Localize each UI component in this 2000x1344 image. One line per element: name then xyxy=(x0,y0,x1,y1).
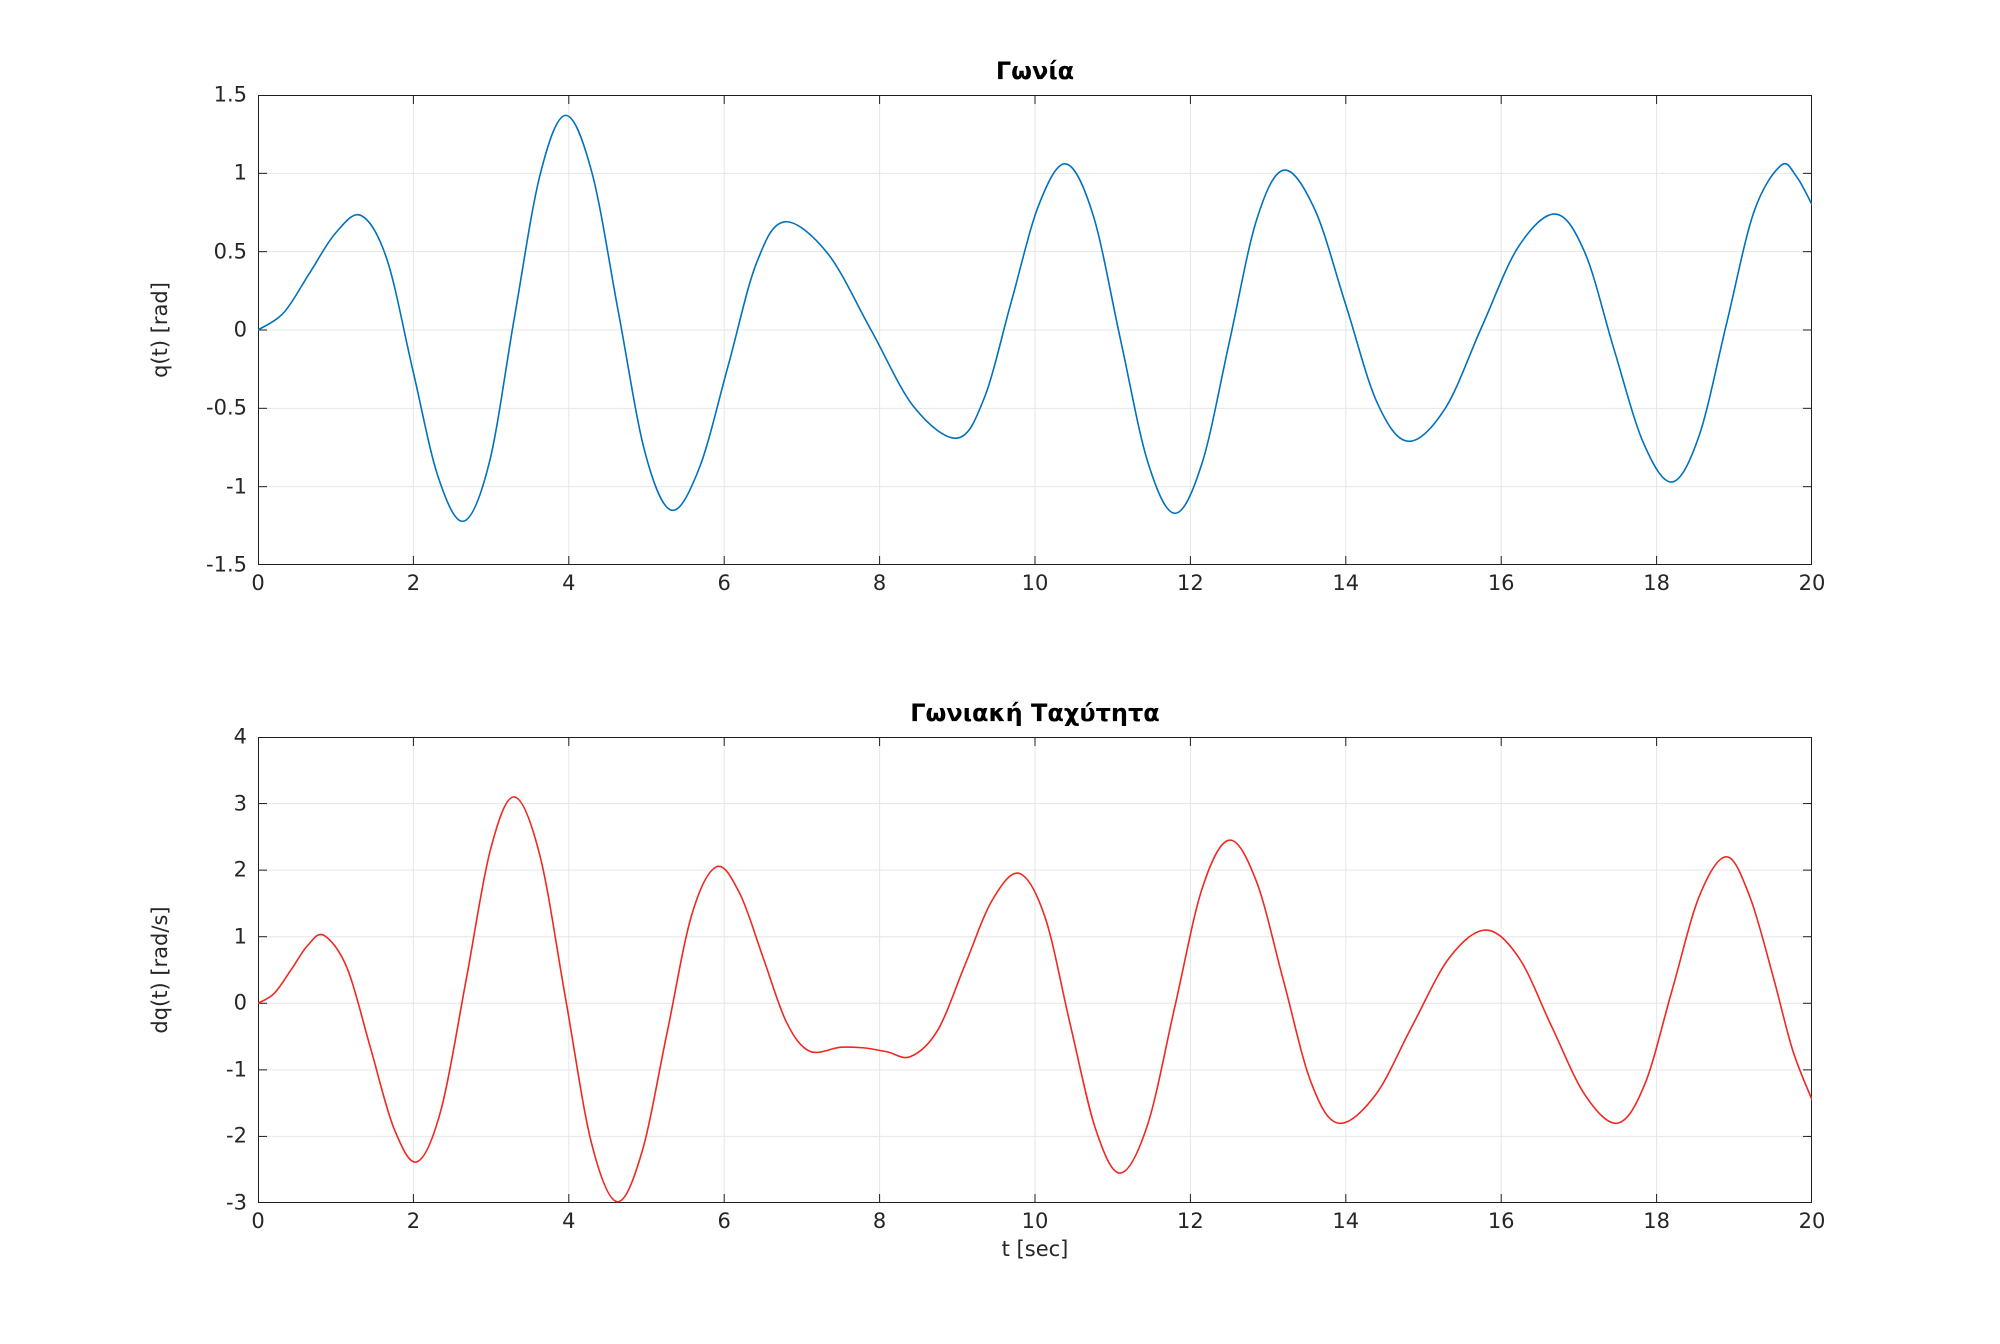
y-tick-label: -1.5 xyxy=(206,552,247,577)
x-tick-label: 12 xyxy=(1177,571,1204,595)
y-tick-label: 1.5 xyxy=(213,82,247,107)
y-tick-label: 3 xyxy=(233,791,247,816)
x-tick-label: 6 xyxy=(717,1209,731,1233)
angle-line-chart xyxy=(258,95,1812,565)
x-tick-label: 8 xyxy=(872,1209,887,1233)
y-tick-label: -2 xyxy=(226,1123,247,1148)
angular-velocity-y-tick-labels: -3 -2 -1 0 1 2 3 4 xyxy=(157,725,247,1214)
y-tick-label: 0.5 xyxy=(213,239,247,264)
x-tick-label: 4 xyxy=(562,571,576,595)
x-tick-label: 12 xyxy=(1177,1209,1204,1233)
angle-x-tick-labels: 0 2 4 6 8 10 12 14 16 18 20 xyxy=(251,571,1825,600)
angular-velocity-plot-title: Γωνιακή Ταχύτητα xyxy=(910,699,1160,727)
y-tick-label: 0 xyxy=(233,990,247,1015)
x-tick-label: 10 xyxy=(1021,571,1049,595)
angular-velocity-line-chart xyxy=(258,737,1812,1203)
y-tick-label: 1 xyxy=(233,924,247,949)
angle-subplot: Γωνία q(t) [rad] 0 2 4 6 8 10 12 14 16 18 20 -1.5-… xyxy=(148,57,1825,595)
y-tick-label: -1 xyxy=(226,474,247,499)
x-tick-label: 16 xyxy=(1487,1209,1515,1233)
x-tick-label: 14 xyxy=(1332,571,1360,595)
y-tick-label: -0.5 xyxy=(206,395,247,420)
y-tick-label: -1 xyxy=(226,1057,247,1082)
y-tick-label: 2 xyxy=(233,857,247,882)
angular-velocity-x-tick-labels: 0 2 4 6 8 10 12 14 16 18 20 xyxy=(251,1209,1825,1238)
x-tick-label: 8 xyxy=(872,571,887,595)
time-x-axis-label: t [sec] xyxy=(1001,1237,1069,1261)
y-tick-label: 0 xyxy=(233,317,247,342)
angle-plot-title: Γωνία xyxy=(995,57,1075,85)
angular-velocity-subplot: Γωνιακή Ταχύτητα dq(t) [rad/s] 0 2 4 6 8 10 12… xyxy=(148,699,1825,1261)
x-tick-label: 10 xyxy=(1021,1209,1049,1233)
x-tick-label: 4 xyxy=(562,1209,576,1233)
x-tick-label: 0 xyxy=(251,571,265,595)
x-tick-label: 2 xyxy=(406,1209,421,1233)
x-tick-label: 0 xyxy=(251,1209,265,1233)
x-tick-label: 16 xyxy=(1487,571,1515,595)
y-tick-label: 4 xyxy=(233,724,247,749)
x-tick-label: 2 xyxy=(406,571,421,595)
x-tick-label: 6 xyxy=(717,571,731,595)
y-tick-label: -3 xyxy=(226,1190,247,1215)
angle-y-tick-labels: -1.5 -1 -0.5 0 0.5 1 1.5 xyxy=(157,83,247,576)
x-tick-label: 18 xyxy=(1643,571,1670,595)
x-tick-label: 18 xyxy=(1643,1209,1670,1233)
x-tick-label: 20 xyxy=(1798,571,1826,595)
y-tick-label: 1 xyxy=(233,160,247,185)
x-tick-label: 14 xyxy=(1332,1209,1360,1233)
x-tick-label: 20 xyxy=(1798,1209,1826,1233)
